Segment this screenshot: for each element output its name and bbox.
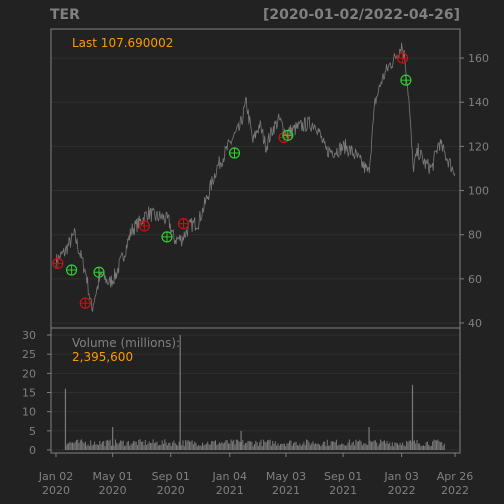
volume-last-value: 2,395,600: [72, 350, 133, 364]
price-tick-label: 120: [468, 140, 489, 153]
x-tick-label-line: Sep 01: [152, 470, 190, 483]
x-tick-label-line: May 01: [93, 470, 133, 483]
x-tick-label-line: 2021: [329, 484, 357, 497]
sell-signal-marker: [177, 218, 190, 230]
buy-signal-marker: [400, 74, 412, 86]
x-tick-label-line: May 03: [266, 470, 306, 483]
x-tick-label-line: Sep 01: [324, 470, 362, 483]
sell-signal-marker: [52, 257, 64, 269]
x-tick-label: Sep 01 2020: [152, 470, 190, 497]
signal-markers: [52, 52, 412, 309]
price-tick-label: 160: [468, 52, 489, 65]
buy-signal-marker: [282, 129, 294, 141]
x-tick-label: May 01 2020: [93, 470, 133, 497]
last-price-label: Last 107.690002: [72, 36, 173, 50]
volume-bars: [64, 335, 445, 450]
volume-tick-label: 5: [29, 425, 36, 438]
sell-signal-marker: [79, 297, 91, 309]
x-tick-label-line: Apr 26: [437, 470, 474, 483]
x-tick-label-line: Jan 03: [383, 470, 418, 483]
price-tick-label: 100: [468, 185, 489, 198]
volume-tick-label: 10: [22, 406, 36, 419]
x-tick-label-line: Jan 04: [212, 470, 247, 483]
x-tick-label-line: 2020: [42, 484, 70, 497]
symbol-title: TER: [50, 7, 80, 23]
date-range-title: [2020-01-02/2022-04-26]: [263, 7, 460, 23]
x-tick-label-line: Jan 02: [38, 470, 73, 483]
x-tick-label: Jan 02 2020: [38, 470, 73, 497]
volume-tick-label: 30: [22, 329, 36, 342]
x-tick-label-line: 2021: [216, 484, 244, 497]
buy-signal-marker: [161, 231, 173, 243]
buy-signal-marker: [65, 264, 78, 276]
volume-tick-label: 0: [29, 444, 36, 457]
price-line: [55, 42, 456, 312]
x-tick-label-line: 2022: [441, 484, 469, 497]
buy-signal-marker: [228, 147, 241, 159]
price-tick-label: 80: [468, 229, 482, 242]
price-series: [55, 42, 456, 312]
price-tick-label: 140: [468, 96, 489, 109]
sell-signal-marker: [138, 220, 150, 232]
x-tick-label-line: 2020: [99, 484, 127, 497]
x-tick-label-line: 2020: [157, 484, 185, 497]
volume-panel: 0 5 10 15 20 25 30 Volume (millions): 2,395,60…: [22, 327, 461, 457]
sell-signal-marker: [396, 52, 409, 64]
volume-axis: 0 5 10 15 20 25 30: [22, 329, 51, 457]
volume-tick-label: 25: [22, 348, 36, 361]
x-tick-label-line: 2022: [388, 484, 416, 497]
x-tick-label-line: 2021: [272, 484, 300, 497]
x-tick-label: Apr 26 2022: [437, 470, 474, 497]
x-tick-label: May 03 2021: [266, 470, 306, 497]
x-tick-label: Sep 01 2021: [324, 470, 362, 497]
x-tick-label: Jan 04 2021: [212, 470, 247, 497]
volume-tick-label: 20: [22, 367, 36, 380]
price-tick-label: 60: [468, 273, 482, 286]
buy-signal-marker: [93, 266, 105, 278]
volume-panel-border: [50, 327, 461, 454]
volume-tick-label: 15: [22, 387, 36, 400]
price-axis: 40 60 80 100 120 140 160: [460, 52, 489, 330]
price-tick-label: 40: [468, 317, 482, 330]
price-gridlines: [51, 57, 460, 324]
price-panel: 40 60 80 100 120 140 160 Last 107.690002: [50, 28, 489, 330]
volume-label: Volume (millions):: [72, 336, 180, 350]
x-tick-label: Jan 03 2022: [383, 470, 418, 497]
